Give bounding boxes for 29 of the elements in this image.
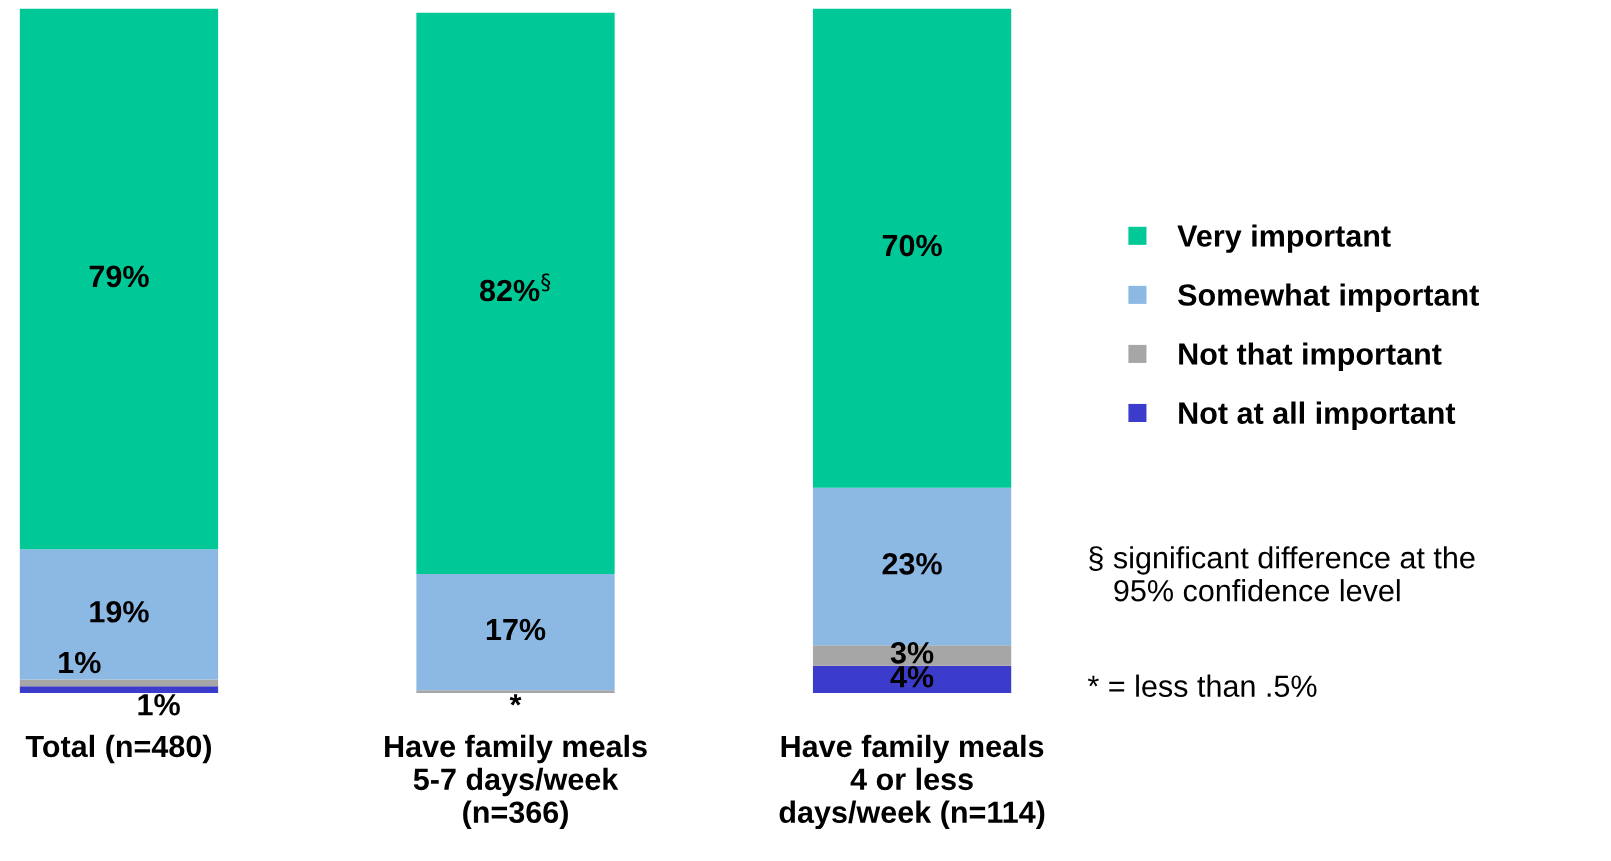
data-label: 1% — [59, 651, 101, 674]
x-tick-label: Total (n=480) — [25, 734, 211, 764]
legend-label: Very important — [1177, 224, 1391, 253]
bar — [416, 690, 615, 694]
bar — [19, 8, 219, 550]
bar — [416, 12, 615, 574]
data-label: 82%$^{§}$ — [479, 273, 551, 302]
annotation: * = less than .5% — [1087, 674, 1317, 697]
data-label: 3% — [890, 642, 934, 664]
data-label: 1% — [138, 693, 180, 716]
data-label: 23% — [882, 553, 942, 575]
bar — [416, 574, 615, 691]
bar — [19, 686, 219, 694]
data-label: * — [509, 694, 522, 706]
bar — [812, 8, 1012, 488]
bar — [19, 549, 219, 680]
legend-label: Somewhat important — [1178, 283, 1479, 312]
x-tick-label: Have family meals 5-7 days/week (n=366) — [385, 734, 647, 830]
legend-label: Not that important — [1179, 342, 1442, 371]
data-label: 17% — [486, 618, 546, 641]
bar — [812, 665, 1012, 694]
data-label: 79% — [89, 265, 149, 288]
annotation: § significant difference at the 95% confidence level — [1089, 546, 1475, 602]
bar — [19, 679, 219, 687]
legend-label: Not at all important — [1179, 401, 1456, 430]
x-tick-label: Have family meals 4 or less days/week (n=114) — [779, 734, 1045, 830]
data-label: 19% — [90, 600, 149, 623]
data-label: 70% — [882, 234, 942, 257]
data-label: 4% — [890, 666, 934, 688]
